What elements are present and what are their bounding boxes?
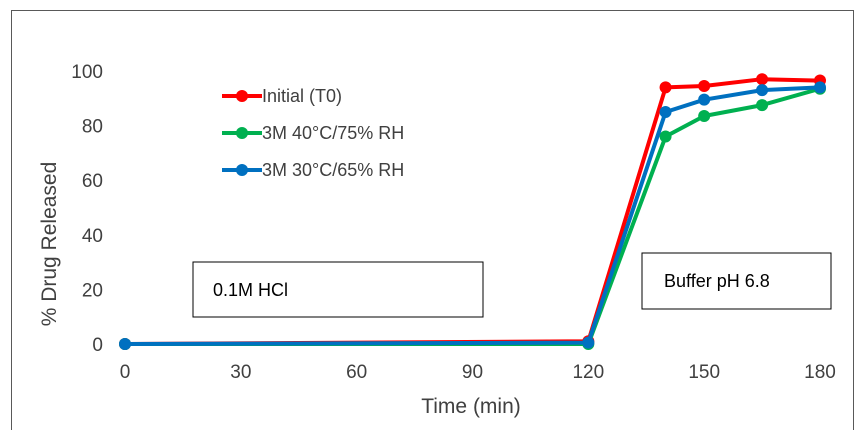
x-tick-label: 120 xyxy=(572,362,604,383)
acid-phase-label: 0.1M HCl xyxy=(213,280,288,300)
x-tick-label: 150 xyxy=(688,362,720,383)
x-axis-title: Time (min) xyxy=(421,395,521,418)
y-tick-label: 80 xyxy=(82,117,103,138)
x-tick-label: 30 xyxy=(230,362,251,383)
x-tick-label: 90 xyxy=(462,362,483,383)
data-point xyxy=(698,110,711,123)
data-point xyxy=(119,338,131,350)
legend-label-30c-65rh: 3M 30°C/65% RH xyxy=(262,160,404,180)
data-point xyxy=(698,80,711,93)
y-tick-label: 60 xyxy=(82,171,103,192)
x-tick-label: 180 xyxy=(804,362,836,383)
data-point xyxy=(582,336,595,349)
legend-item-initial: Initial (T0) xyxy=(222,86,342,106)
y-tick-label: 0 xyxy=(92,335,103,356)
legend-label-40c-75rh: 3M 40°C/75% RH xyxy=(262,123,404,143)
line-chart: 0 20 40 60 80 100 0 30 60 90 120 150 180 0.1M HCl Bu… xyxy=(38,62,836,418)
chart-frame xyxy=(11,10,854,430)
data-point xyxy=(698,93,711,106)
y-tick-label: 100 xyxy=(71,62,103,83)
data-point xyxy=(756,84,769,97)
buffer-phase-label: Buffer pH 6.8 xyxy=(664,271,770,291)
acid-phase-box xyxy=(192,261,484,318)
buffer-phase-box xyxy=(641,252,832,310)
legend-item-30c-65rh: 3M 30°C/65% RH xyxy=(222,160,404,180)
axis-ticks: 0 20 40 60 80 100 0 30 60 90 120 150 180 xyxy=(71,62,836,383)
x-tick-label: 60 xyxy=(346,362,367,383)
x-tick-label: 0 xyxy=(120,362,131,383)
legend: Initial (T0) 3M 40°C/75% RH 3M 30°C/65% … xyxy=(222,86,404,180)
legend-label-initial: Initial (T0) xyxy=(262,86,342,106)
plot-area xyxy=(119,73,826,350)
y-tick-label: 20 xyxy=(82,280,103,301)
data-point xyxy=(814,81,826,94)
data-point xyxy=(756,99,769,112)
y-tick-label: 40 xyxy=(82,226,103,247)
data-point xyxy=(659,105,672,118)
data-point xyxy=(659,130,672,143)
series-line xyxy=(124,85,821,346)
legend-item-40c-75rh: 3M 40°C/75% RH xyxy=(222,123,404,143)
series-2 xyxy=(119,81,826,350)
data-point xyxy=(659,81,672,94)
y-axis-title: % Drug Released xyxy=(38,162,61,327)
data-point xyxy=(756,73,769,86)
